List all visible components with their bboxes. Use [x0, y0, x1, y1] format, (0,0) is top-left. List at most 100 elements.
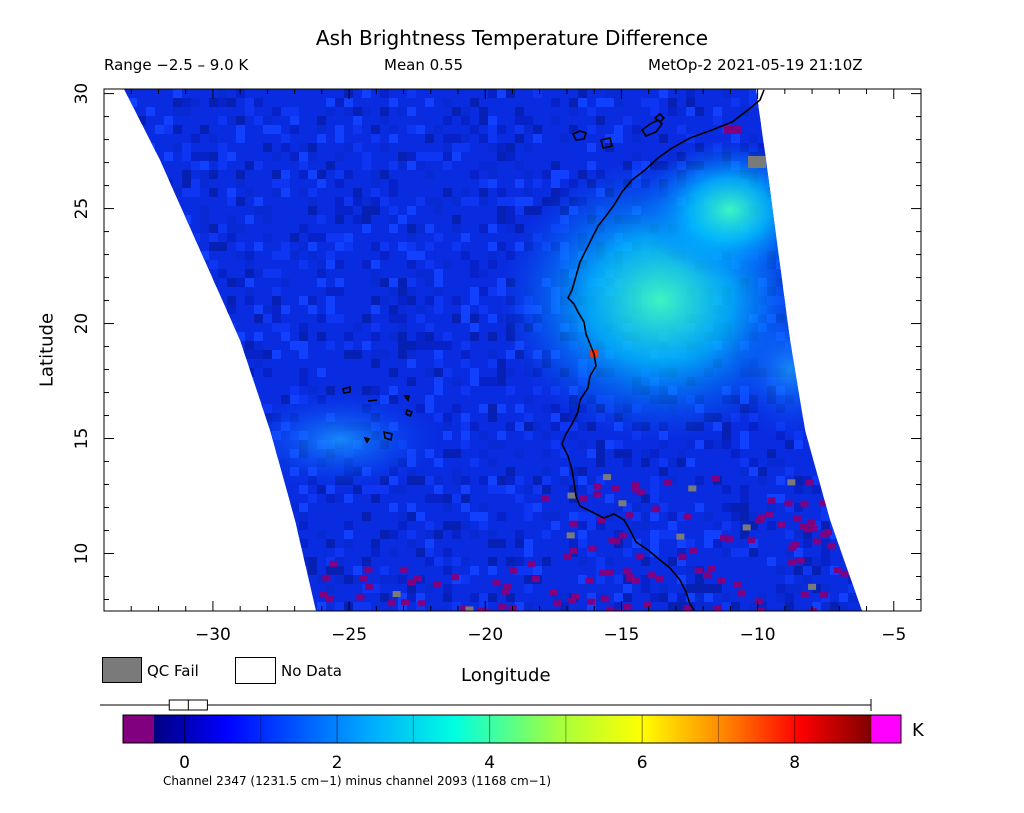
swath-pixel [407, 89, 416, 98]
swath-pixel [830, 98, 839, 107]
swath-pixel [335, 548, 344, 557]
swath-pixel [524, 413, 533, 422]
swath-pixel [659, 152, 668, 161]
swath-pixel [110, 161, 119, 170]
swath-pixel [371, 116, 380, 125]
swath-pixel [209, 431, 218, 440]
swath-pixel [515, 530, 524, 539]
swath-pixel [434, 359, 443, 368]
flag-pixel [647, 572, 656, 579]
swath-pixel [479, 512, 488, 521]
swath-pixel [128, 251, 137, 260]
swath-pixel [290, 125, 299, 134]
flag-pixel [527, 560, 536, 567]
swath-pixel [362, 89, 371, 98]
swath-pixel [866, 206, 875, 215]
swath-pixel [524, 395, 533, 404]
swath-pixel [515, 125, 524, 134]
swath-pixel [686, 89, 695, 98]
swath-pixel [317, 188, 326, 197]
flag-pixel [820, 476, 829, 483]
swath-pixel [803, 260, 812, 269]
flag-pixel [626, 573, 635, 580]
swath-pixel [326, 251, 335, 260]
swath-pixel [263, 377, 272, 386]
swath-pixel [416, 305, 425, 314]
swath-pixel [839, 368, 848, 377]
flag-pixel [799, 523, 808, 530]
swath-pixel [191, 539, 200, 548]
swath-pixel [110, 485, 119, 494]
swath-pixel [470, 314, 479, 323]
swath-pixel [578, 485, 587, 494]
swath-pixel [389, 206, 398, 215]
swath-pixel [173, 296, 182, 305]
swath-pixel [173, 197, 182, 206]
swath-pixel [155, 440, 164, 449]
swath-pixel [848, 395, 857, 404]
swath-pixel [335, 170, 344, 179]
swath-pixel [857, 359, 862, 368]
swath-pixel [272, 116, 281, 125]
swath-pixel [416, 593, 425, 602]
swath-pixel [443, 584, 452, 593]
swath-pixel [281, 107, 290, 116]
swath-pixel [848, 152, 857, 161]
swath-pixel [650, 476, 659, 485]
swath-pixel [794, 440, 803, 449]
swath-pixel [470, 332, 479, 341]
swath-pixel [110, 458, 119, 467]
swath-pixel [299, 557, 308, 566]
swath-pixel [272, 305, 281, 314]
swath-pixel [371, 359, 380, 368]
swath-pixel [344, 521, 353, 530]
swath-pixel [488, 440, 497, 449]
swath-pixel [461, 557, 470, 566]
swath-pixel [866, 170, 875, 179]
swath-pixel [533, 476, 542, 485]
swath-pixel [110, 188, 119, 197]
swath-pixel [173, 224, 182, 233]
swath-pixel [542, 503, 551, 512]
swath-pixel [254, 575, 263, 584]
swath-pixel [353, 125, 362, 134]
swath-pixel [461, 485, 470, 494]
flag-pixel [625, 512, 634, 519]
swath-pixel [848, 314, 857, 323]
swath-pixel [803, 125, 812, 134]
swath-pixel [830, 305, 839, 314]
swath-pixel [209, 341, 218, 350]
swath-pixel [821, 404, 830, 413]
swath-pixel [848, 143, 857, 152]
swath-pixel [812, 260, 821, 269]
swath-pixel [776, 476, 785, 485]
swath-pixel [425, 557, 434, 566]
swath-pixel [326, 98, 335, 107]
swath-pixel [254, 269, 263, 278]
swath-pixel [830, 530, 839, 539]
swath-pixel [839, 404, 848, 413]
swath-pixel [317, 224, 326, 233]
swath-pixel [272, 323, 281, 332]
swath-pixel [218, 530, 227, 539]
swath-pixel [128, 215, 137, 224]
swath-pixel [209, 233, 218, 242]
swath-pixel [254, 449, 263, 458]
swath-pixel [317, 530, 326, 539]
swath-pixel [533, 485, 542, 494]
x-tick-label: −15 [603, 625, 639, 645]
swath-pixel [731, 503, 740, 512]
swath-pixel [173, 539, 182, 548]
swath-pixel [587, 530, 596, 539]
swath-pixel [542, 530, 551, 539]
swath-pixel [785, 602, 794, 611]
swath-pixel [236, 242, 245, 251]
swath-pixel [524, 593, 533, 602]
swath-pixel [182, 170, 191, 179]
swath-pixel [164, 305, 173, 314]
swath-pixel [488, 260, 497, 269]
swath-pixel [803, 539, 812, 548]
swath-pixel [740, 548, 749, 557]
swath-pixel [281, 548, 290, 557]
